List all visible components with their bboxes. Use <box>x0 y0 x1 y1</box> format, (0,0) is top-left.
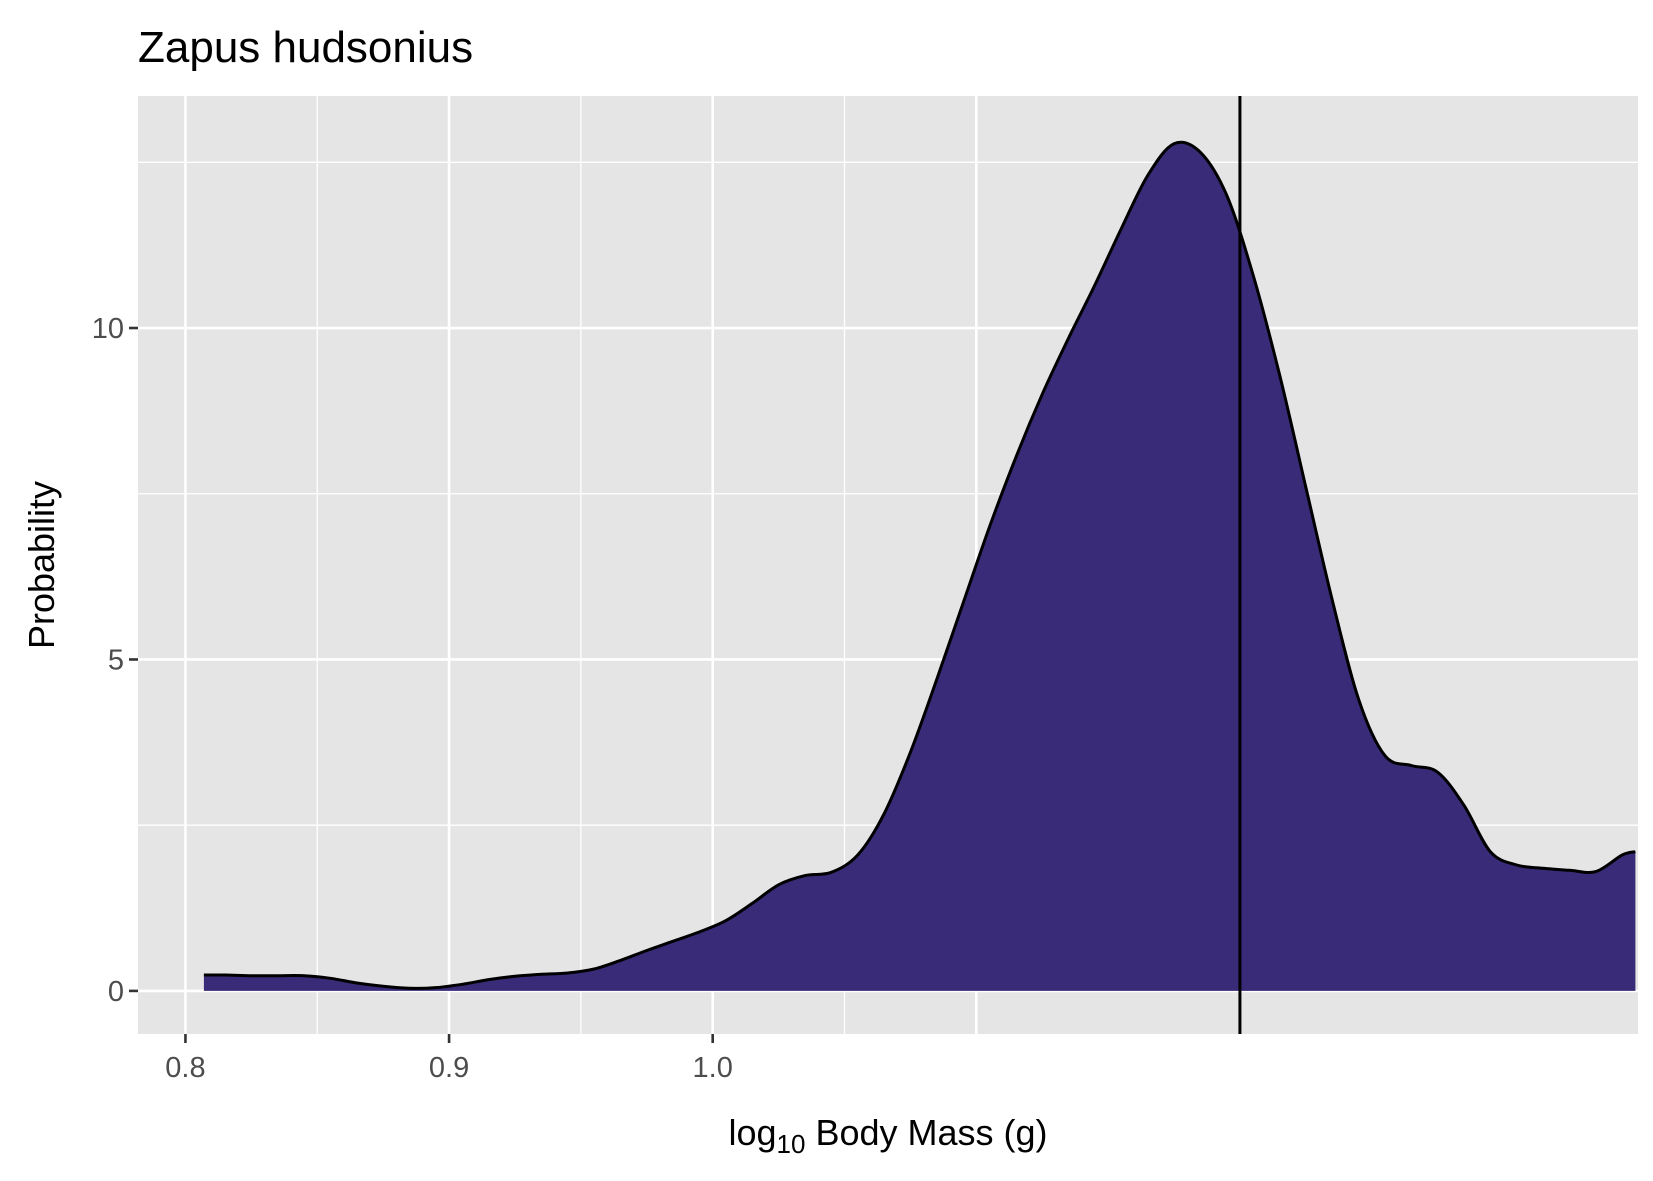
x-axis-ticks: 0.8 0.9 1.0 <box>165 1034 733 1084</box>
x-tick-label: 1.0 <box>693 1052 733 1084</box>
y-axis-ticks: 0 5 10 <box>92 313 138 1008</box>
x-axis-title: log10 Body Mass (g) <box>728 1112 1047 1159</box>
x-tick-label: 0.8 <box>165 1052 205 1084</box>
x-tick-label: 0.9 <box>429 1052 469 1084</box>
density-curve <box>203 140 1636 990</box>
y-axis-title: Probability <box>21 481 62 649</box>
x-axis-title-suffix: Body Mass (g) <box>805 1112 1047 1153</box>
density-area <box>203 142 1636 991</box>
y-tick-label: 0 <box>108 976 124 1008</box>
y-tick-label: 5 <box>108 644 124 676</box>
major-gridlines <box>138 96 1638 1034</box>
chart-title: Zapus hudsonius <box>138 23 473 72</box>
x-axis-title-prefix: log <box>728 1112 776 1153</box>
x-axis-title-subscript: 10 <box>777 1129 806 1159</box>
y-tick-label: 10 <box>92 313 124 345</box>
